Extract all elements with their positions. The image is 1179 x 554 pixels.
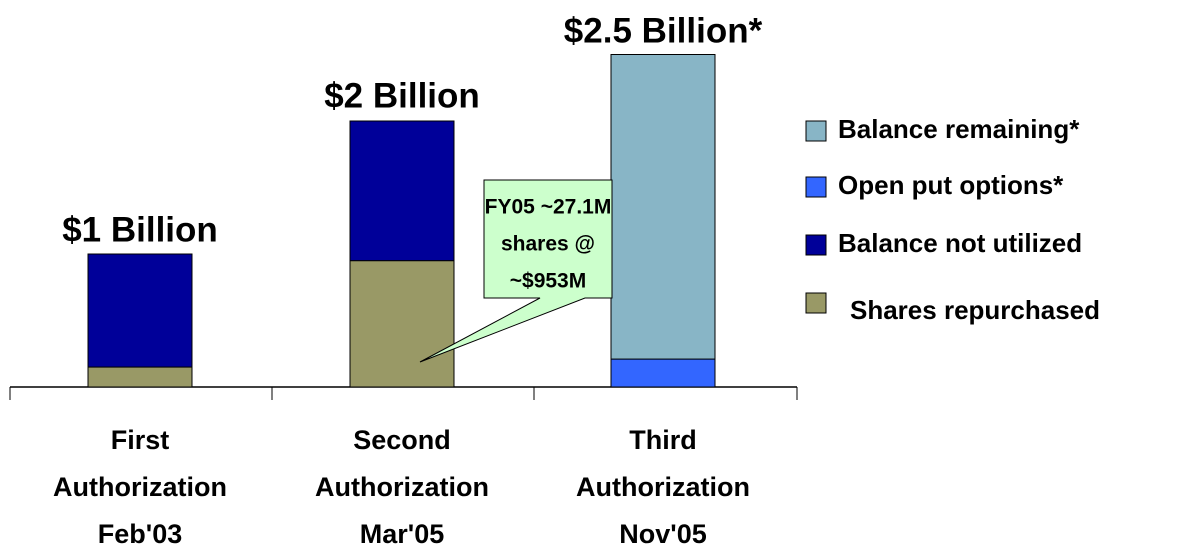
axis [9,386,798,400]
x-tick-label: First [111,425,170,455]
legend-swatch [805,120,827,142]
x-tick-label: Feb'03 [98,519,182,549]
legend-label: Balance not utilized [838,228,1082,258]
bar-total-label: $2 Billion [324,76,480,115]
x-tick-label: Nov'05 [619,519,706,549]
bar-segment [349,120,455,262]
bar-segment [610,358,716,388]
bar-segment [349,260,455,388]
annotation: shares @ [501,233,595,256]
legend-swatch [805,234,827,256]
x-tick-label: Authorization [315,472,489,502]
bar-segment [87,366,193,388]
x-tick-label: Authorization [53,472,227,502]
callout-box [419,179,613,363]
x-tick-label: Mar'05 [360,519,444,549]
bar-total-label: $1 Billion [62,210,218,249]
annotation: ~$953M [510,270,586,293]
bar-segment [87,253,193,368]
legend-swatch [805,176,827,198]
legend-swatch [805,292,827,314]
legend-label: Open put options* [838,170,1064,200]
annotation: FY05 ~27.1M [485,196,612,219]
bar-segment [610,54,716,360]
x-tick-label: Second [353,425,451,455]
x-tick-label: Authorization [576,472,750,502]
x-tick-label: Third [629,425,697,455]
legend-label: Balance remaining* [838,114,1080,144]
legend-label: Shares repurchased [850,295,1100,325]
bar-total-label: $2.5 Billion* [564,11,763,50]
